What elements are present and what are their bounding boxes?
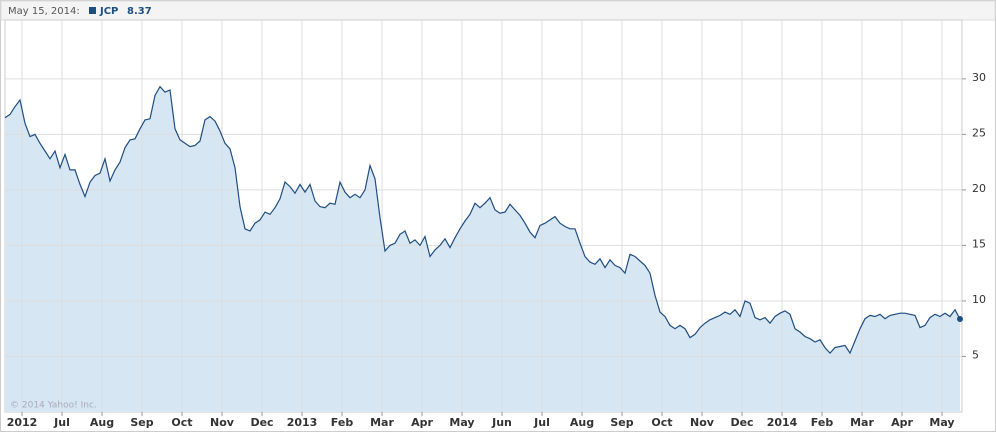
- x-tick-label: Jul: [533, 416, 550, 429]
- x-tick-label: 2013: [287, 416, 318, 429]
- date-label: May 15, 2014:: [8, 6, 80, 17]
- y-tick-label: 20: [972, 182, 986, 195]
- y-tick-label: 25: [972, 126, 986, 139]
- legend-swatch: [89, 7, 96, 14]
- x-tick-label: Jun: [491, 416, 512, 429]
- x-tick-label: Aug: [570, 416, 594, 429]
- y-tick-label: 30: [972, 71, 986, 84]
- x-tick-label: Feb: [811, 416, 834, 429]
- x-tick-label: May: [929, 416, 954, 429]
- x-tick-label: Dec: [250, 416, 273, 429]
- x-tick-label: Jul: [53, 416, 70, 429]
- x-tick-label: Mar: [370, 416, 394, 429]
- x-tick-label: Mar: [850, 416, 874, 429]
- copyright: © 2014 Yahoo! Inc.: [10, 401, 97, 411]
- x-tick-label: Oct: [651, 416, 672, 429]
- x-tick-label: May: [449, 416, 474, 429]
- last-point: [957, 316, 963, 323]
- x-tick-label: Apr: [411, 416, 433, 429]
- y-tick-label: 15: [972, 237, 986, 250]
- legend-value: 8.37: [127, 6, 152, 17]
- x-tick-label: 2014: [767, 416, 798, 429]
- x-tick-label: Oct: [171, 416, 192, 429]
- x-tick-label: Sep: [610, 416, 633, 429]
- x-tick-label: Dec: [730, 416, 753, 429]
- x-tick-label: 2012: [7, 416, 38, 429]
- area: [5, 86, 960, 412]
- legend-name: JCP: [99, 6, 118, 17]
- y-tick-label: 5: [972, 348, 979, 361]
- x-tick-label: Nov: [690, 416, 715, 429]
- x-tick-label: Apr: [891, 416, 913, 429]
- x-tick-label: Sep: [130, 416, 153, 429]
- price-line: [4, 85, 961, 355]
- x-tick-label: Aug: [90, 416, 114, 429]
- y-tick-label: 10: [972, 293, 986, 306]
- x-tick-label: Feb: [331, 416, 354, 429]
- x-tick-label: Nov: [210, 416, 235, 429]
